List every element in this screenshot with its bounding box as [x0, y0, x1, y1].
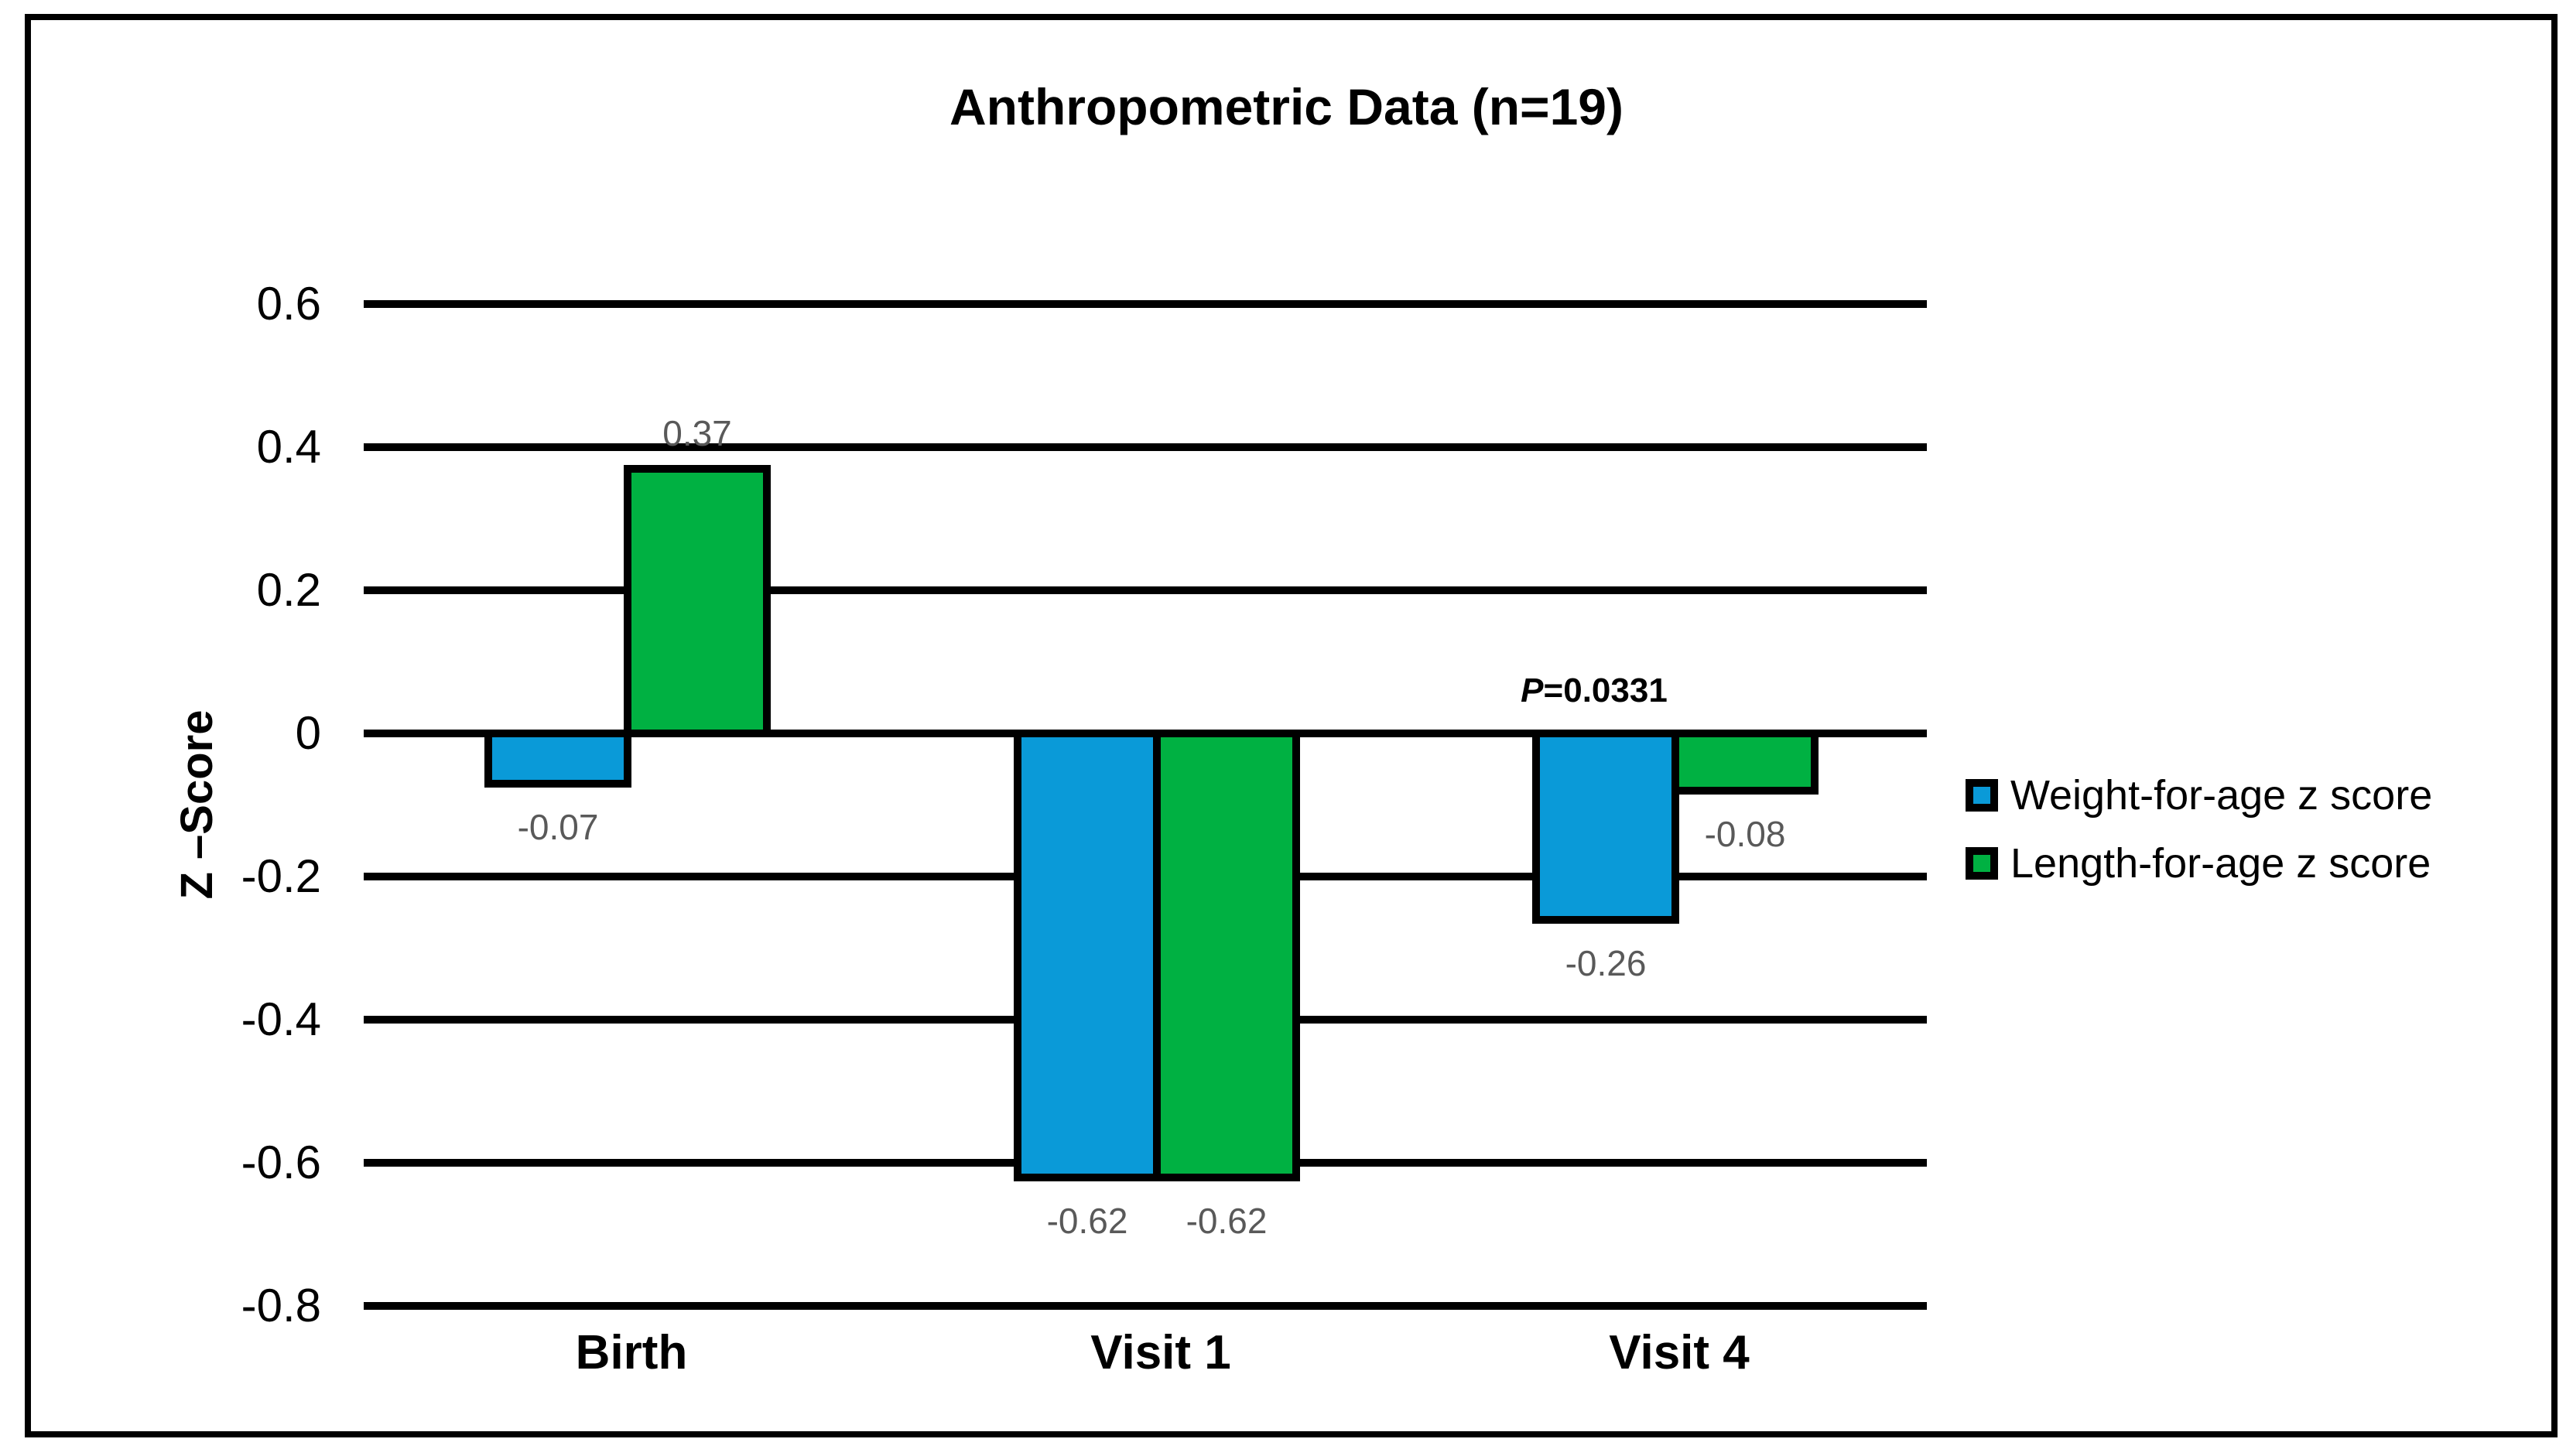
y-tick-label: -0.2	[241, 850, 321, 902]
bar	[1014, 730, 1161, 1181]
y-tick-label: 0.2	[256, 564, 321, 616]
bar-value-label: -0.08	[1704, 814, 1786, 854]
gridline	[364, 586, 1927, 594]
bar-value-label: -0.62	[1186, 1200, 1268, 1241]
bar	[484, 730, 631, 788]
legend-swatch-icon	[1966, 779, 1998, 812]
legend-swatch-icon	[1966, 847, 1998, 880]
gridline	[364, 300, 1927, 308]
bar-value-label: -0.07	[517, 806, 599, 847]
figure-border	[25, 14, 2558, 1437]
gridline	[364, 1302, 1927, 1310]
y-tick-label: -0.6	[241, 1136, 321, 1188]
bar	[1153, 730, 1300, 1181]
y-axis-title: Z –Score	[172, 709, 222, 900]
y-tick-label: -0.4	[241, 993, 321, 1045]
p-value-text: =0.0331	[1543, 672, 1668, 709]
y-tick-label: 0	[295, 707, 321, 759]
x-axis-category-label: Visit 4	[1609, 1326, 1750, 1379]
y-tick-label: 0.4	[256, 421, 321, 473]
legend-item: Weight-for-age z score	[1966, 771, 2432, 819]
p-value-prefix: P	[1521, 672, 1544, 709]
chart-title: Anthropometric Data (n=19)	[949, 78, 1624, 135]
x-axis-category-label: Birth	[575, 1326, 688, 1379]
bar-value-label: -0.62	[1046, 1200, 1128, 1241]
y-tick-label: -0.8	[241, 1280, 321, 1331]
x-axis-category-label: Visit 1	[1090, 1326, 1231, 1379]
p-value-annotation: P=0.0331	[1401, 672, 1788, 710]
bar-value-label: 0.37	[662, 412, 732, 453]
gridline	[364, 443, 1927, 451]
bar-value-label: -0.26	[1565, 942, 1647, 983]
bar	[624, 464, 771, 737]
bar	[1532, 730, 1679, 924]
bar	[1671, 730, 1819, 795]
legend-label: Length-for-age z score	[2010, 840, 2431, 887]
legend-item: Length-for-age z score	[1966, 839, 2431, 887]
y-tick-label: 0.6	[256, 278, 321, 330]
legend-label: Weight-for-age z score	[2010, 772, 2433, 819]
